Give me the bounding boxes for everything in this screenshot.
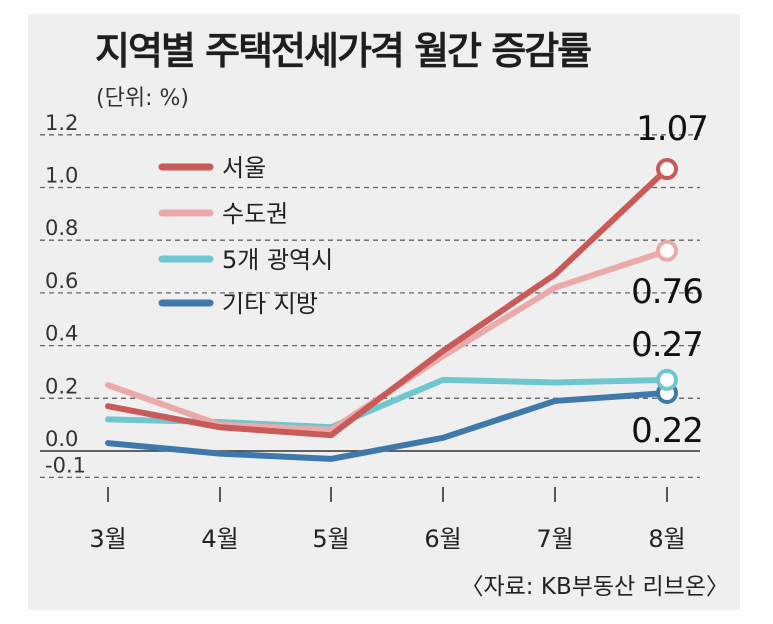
series-line [105,390,670,462]
value-label: 0.22 [631,411,703,451]
legend-label: 5개 광역시 [222,246,333,274]
x-tick-label: 6월 [424,525,461,553]
series-line [105,166,670,439]
y-axis-ticks: 1.2 1.0 0.8 0.6 0.4 0.2 0.0-0.1 [45,111,86,478]
value-label: 0.27 [631,325,703,365]
chart-title: 지역별 주택전세가격 월간 증감률 [95,29,592,73]
x-tick-label: 3월 [89,525,126,553]
source-note: 〈자료: KB부동산 리브온〉 [460,574,729,600]
x-tick-label: 5월 [312,525,349,553]
x-axis-ticks: 3월 4월 5월 6월 7월 8월 [89,487,686,553]
x-tick-label: 8월 [648,525,685,553]
y-tick-label: 0.2 [45,374,78,398]
y-tick-label: 0.4 [45,322,78,346]
gridlines [40,134,700,479]
unit-label: (단위: %) [96,86,189,111]
x-tick-label: 4월 [201,525,238,553]
legend-label: 수도권 [222,200,288,228]
data-point [656,239,678,262]
x-tick-label: 7월 [536,525,573,553]
y-tick-label: 0.8 [45,216,78,240]
end-value-labels: 1.07 0.76 0.27 0.22 [631,109,709,451]
series-lines [105,158,678,462]
y-tick-label: 0.0 [45,427,78,451]
y-tick-label: 0.6 [45,269,78,293]
y-tick-label: 1.2 [45,111,78,135]
data-point [656,368,678,391]
y-tick-label: 1.0 [45,164,78,188]
y-tick-label: -0.1 [45,453,86,477]
legend-label: 기타 지방 [222,290,318,318]
chart-panel [28,14,740,610]
legend-label: 서울 [222,154,266,182]
data-point [656,158,678,181]
value-label: 0.76 [631,272,703,312]
value-label: 1.07 [636,109,708,149]
